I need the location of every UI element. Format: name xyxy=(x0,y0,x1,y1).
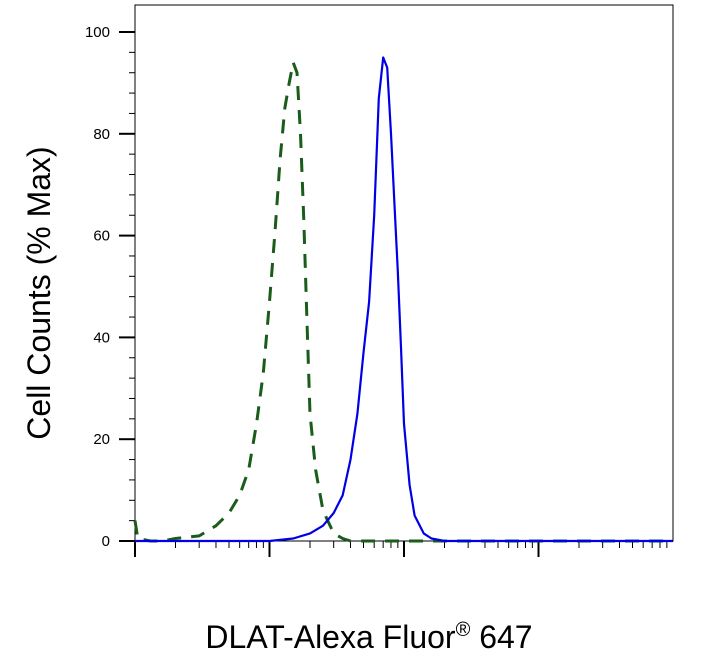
x-axis-ticks xyxy=(134,541,668,557)
series-group xyxy=(133,56,673,543)
y-tick-label: 80 xyxy=(93,126,110,143)
y-tick-label: 100 xyxy=(85,24,110,41)
y-axis-title: Cell Counts (% Max) xyxy=(21,146,57,439)
x-axis-title-suffix: 647 xyxy=(470,619,532,655)
y-tick-label: 20 xyxy=(93,431,110,448)
plot-frame xyxy=(134,4,674,542)
y-tick-label: 0 xyxy=(102,533,110,550)
x-axis-title: DLAT-Alexa Fluor® 647 xyxy=(205,619,532,655)
y-axis-ticks: 0 20 40 60 80 100 xyxy=(85,24,135,550)
series-dashed-line xyxy=(133,61,673,543)
x-axis-title-main: DLAT-Alexa Fluor xyxy=(205,619,456,655)
y-tick-label: 60 xyxy=(93,228,110,245)
y-tick-label: 40 xyxy=(93,329,110,346)
series-solid-line xyxy=(135,56,673,543)
x-axis-title-registered-mark: ® xyxy=(456,619,471,641)
